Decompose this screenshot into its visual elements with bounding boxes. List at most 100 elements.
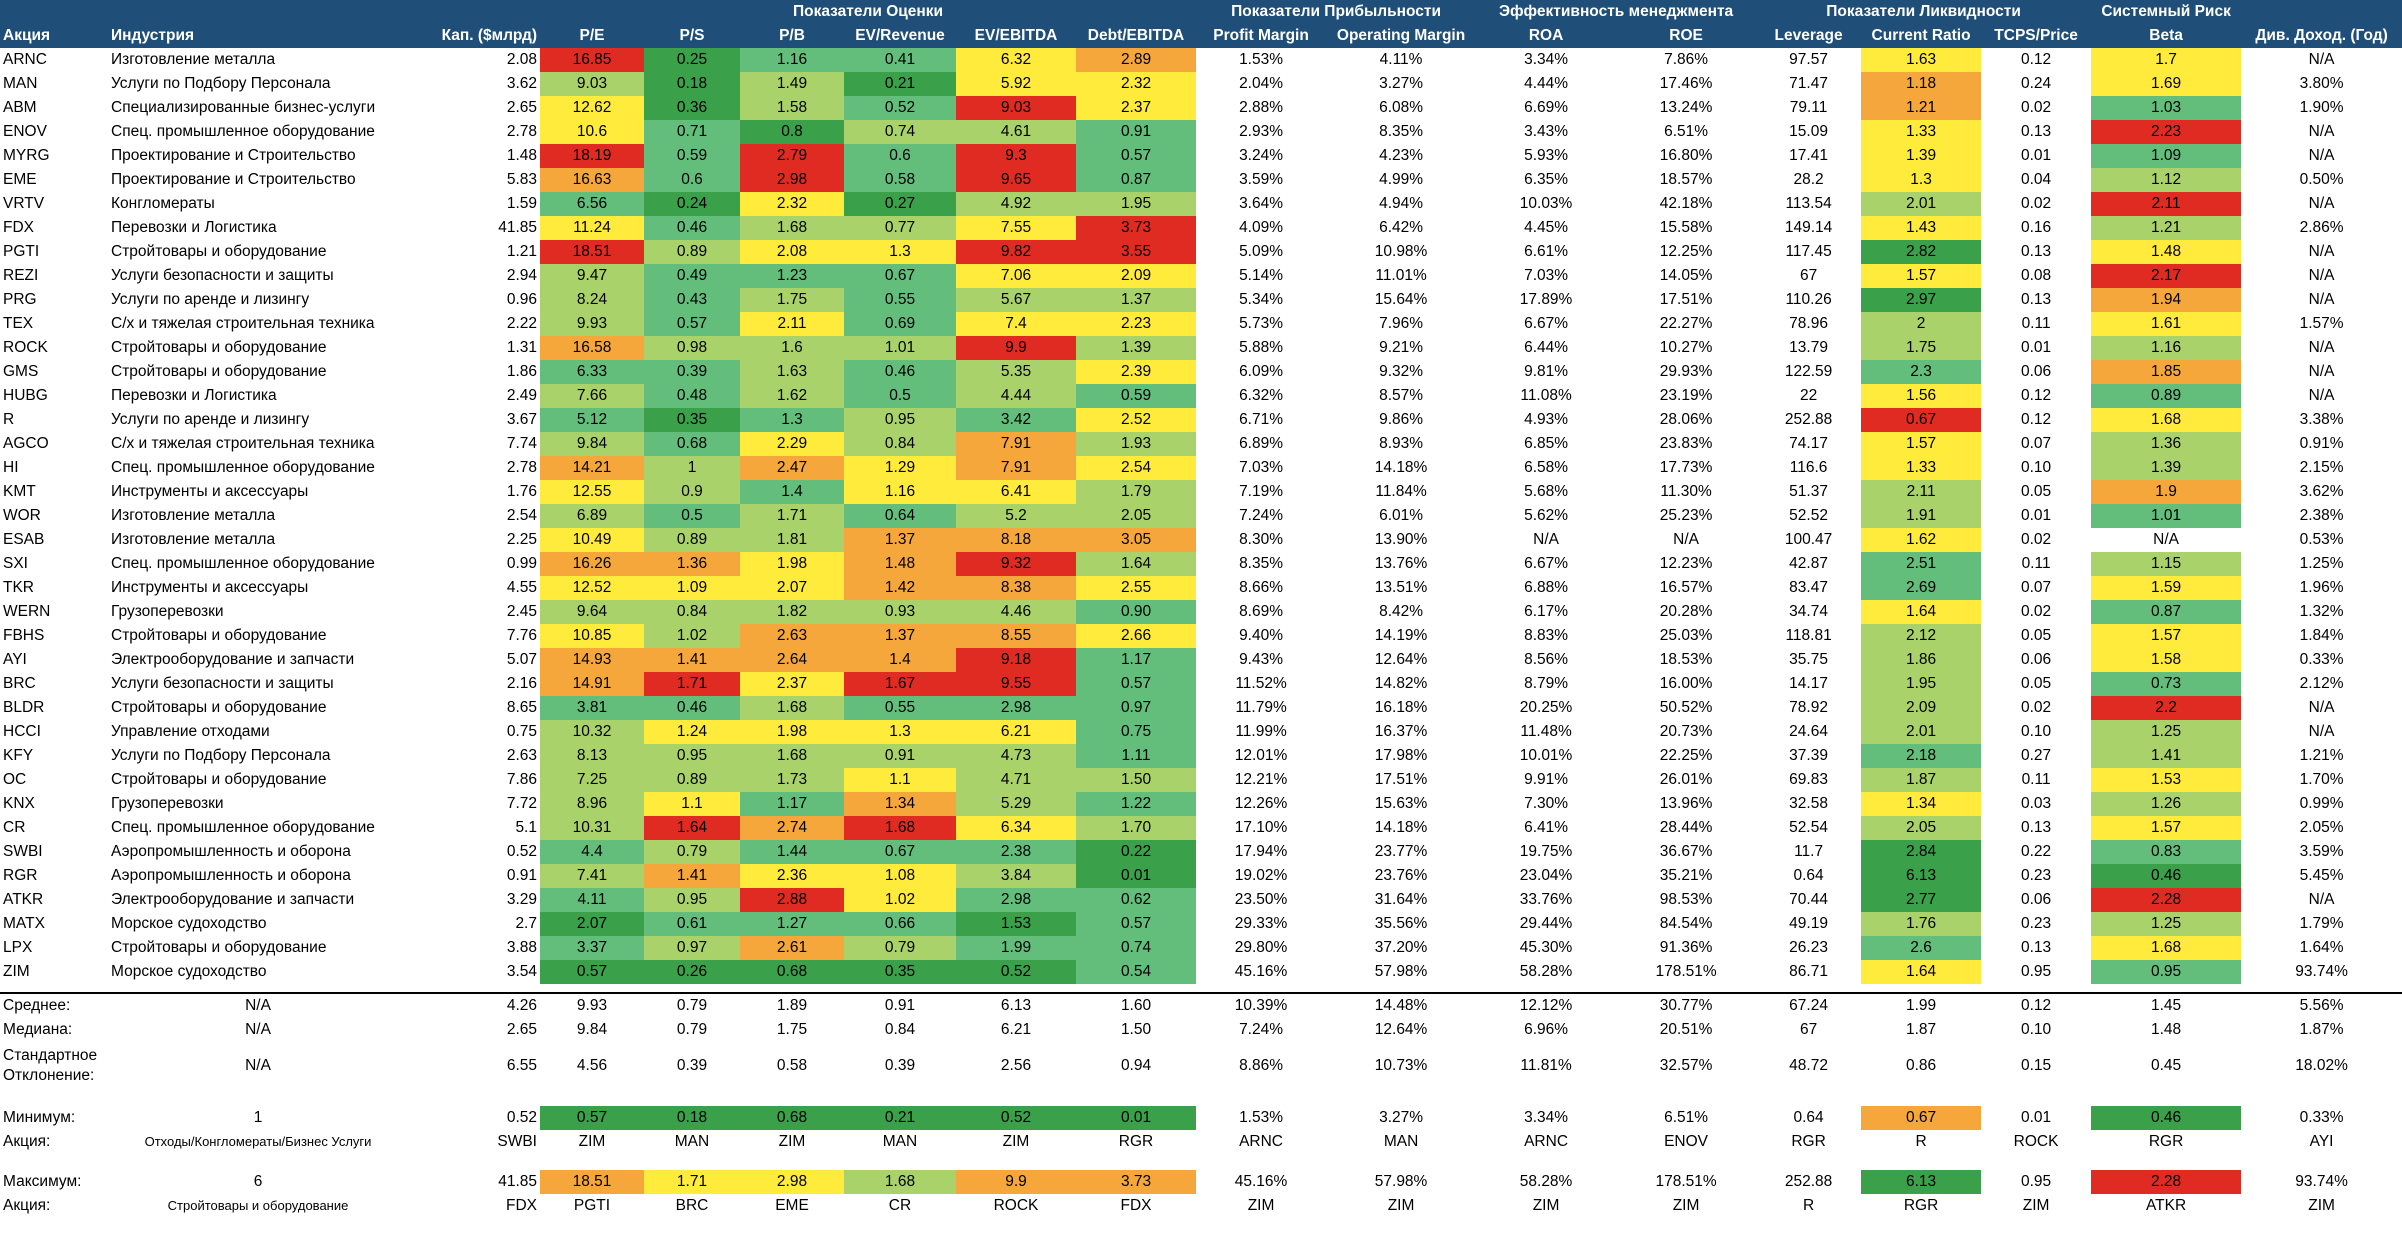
value-cell[interactable]: 100.47 bbox=[1784, 531, 1833, 548]
ticker-cell[interactable]: ABM bbox=[3, 99, 37, 116]
value-cell[interactable]: 1.41 bbox=[644, 648, 740, 672]
value-cell[interactable]: 0.13 bbox=[2020, 291, 2052, 308]
value-cell[interactable]: 0.75 bbox=[506, 723, 537, 740]
value-cell[interactable]: 1.17 bbox=[1076, 648, 1197, 672]
column-header[interactable]: Кап. ($млрд) bbox=[408, 24, 540, 48]
value-cell[interactable]: 1.02 bbox=[644, 624, 740, 648]
value-cell[interactable]: 118.81 bbox=[1785, 627, 1832, 644]
value-cell[interactable]: 3.29 bbox=[506, 891, 537, 908]
value-cell[interactable]: 9.3 bbox=[956, 144, 1076, 168]
value-cell[interactable]: 1.57 bbox=[1861, 264, 1982, 288]
value-cell[interactable]: 45.16% bbox=[1234, 963, 1288, 980]
value-cell[interactable]: 5.12 bbox=[540, 408, 644, 432]
value-cell[interactable]: 1.87 bbox=[1861, 768, 1982, 792]
ticker-value[interactable]: FDX bbox=[506, 1197, 537, 1214]
value-cell[interactable]: 5.92 bbox=[956, 72, 1076, 96]
stat-value[interactable]: 0.15 bbox=[2020, 1057, 2052, 1074]
value-cell[interactable]: 0.13 bbox=[2020, 243, 2052, 260]
value-cell[interactable]: 8.56% bbox=[1524, 651, 1569, 668]
stat-value[interactable]: 1.50 bbox=[1120, 1021, 1152, 1038]
value-cell[interactable]: 0.75 bbox=[1076, 720, 1197, 744]
value-cell[interactable]: 1.18 bbox=[1861, 72, 1982, 96]
ticker-value[interactable]: EME bbox=[775, 1197, 809, 1214]
column-header[interactable]: Debt/EBITDA bbox=[1076, 24, 1197, 48]
value-cell[interactable]: 2.11 bbox=[2091, 192, 2242, 216]
industry-cell[interactable]: Конгломераты bbox=[111, 195, 215, 212]
stat-value[interactable]: 6.13 bbox=[1861, 1170, 1982, 1194]
value-cell[interactable]: 79.11 bbox=[1789, 99, 1828, 116]
value-cell[interactable]: 8.55 bbox=[956, 624, 1076, 648]
value-cell[interactable]: 1 bbox=[644, 456, 740, 480]
stat-value[interactable]: 0.45 bbox=[2150, 1057, 2182, 1074]
value-cell[interactable]: 20.28% bbox=[1659, 603, 1713, 620]
value-cell[interactable]: 2.52 bbox=[1076, 408, 1197, 432]
value-cell[interactable]: 2.32 bbox=[1076, 72, 1197, 96]
stat-value[interactable]: 4.56 bbox=[576, 1057, 608, 1074]
value-cell[interactable]: 16.85 bbox=[540, 48, 644, 72]
value-cell[interactable]: 0.50% bbox=[2299, 171, 2344, 188]
value-cell[interactable]: 0.74 bbox=[1076, 936, 1197, 960]
stat-value[interactable]: 1.89 bbox=[776, 997, 808, 1014]
stat-value[interactable]: 0.01 bbox=[1076, 1106, 1197, 1130]
value-cell[interactable]: 1.37 bbox=[1076, 288, 1197, 312]
value-cell[interactable]: 0.5 bbox=[844, 384, 956, 408]
value-cell[interactable]: 15.09 bbox=[1789, 123, 1828, 140]
stat-value[interactable]: 0.68 bbox=[740, 1106, 844, 1130]
value-cell[interactable]: 2.64 bbox=[740, 648, 844, 672]
value-cell[interactable]: 0.27 bbox=[2020, 747, 2052, 764]
value-cell[interactable]: 2.66 bbox=[1076, 624, 1197, 648]
value-cell[interactable]: 31.64% bbox=[1374, 891, 1428, 908]
value-cell[interactable]: 2.38% bbox=[2299, 507, 2344, 524]
industry-cell[interactable]: Стройтовары и оборудование bbox=[111, 627, 327, 644]
value-cell[interactable]: 2.15% bbox=[2299, 459, 2344, 476]
ticker-cell[interactable]: WERN bbox=[3, 603, 51, 620]
value-cell[interactable]: 69.83 bbox=[1789, 771, 1828, 788]
ticker-value[interactable]: RGR bbox=[1791, 1133, 1826, 1150]
value-cell[interactable]: 17.51% bbox=[1374, 771, 1428, 788]
value-cell[interactable]: 0.36 bbox=[644, 96, 740, 120]
value-cell[interactable]: 1.93 bbox=[1076, 432, 1197, 456]
value-cell[interactable]: 74.17 bbox=[1789, 435, 1828, 452]
value-cell[interactable]: 10.85 bbox=[540, 624, 644, 648]
value-cell[interactable]: 0.96 bbox=[506, 291, 537, 308]
value-cell[interactable]: 12.21% bbox=[1234, 771, 1288, 788]
value-cell[interactable]: 2.98 bbox=[956, 888, 1076, 912]
ticker-value[interactable]: MAN bbox=[674, 1133, 710, 1150]
stat-value[interactable]: 67.24 bbox=[1789, 997, 1828, 1014]
industry-cell[interactable]: Аэропромышленность и оборона bbox=[111, 867, 351, 884]
value-cell[interactable]: 3.59% bbox=[1239, 171, 1284, 188]
value-cell[interactable]: 117.45 bbox=[1785, 243, 1832, 260]
value-cell[interactable]: 0.11 bbox=[2021, 771, 2051, 788]
value-cell[interactable]: 2.7 bbox=[515, 915, 537, 932]
value-cell[interactable]: 1.57 bbox=[2091, 624, 2242, 648]
ticker-value[interactable]: AYI bbox=[2309, 1133, 2334, 1150]
value-cell[interactable]: 0.67 bbox=[844, 264, 956, 288]
stat-value[interactable]: 10.39% bbox=[1234, 997, 1288, 1014]
value-cell[interactable]: 3.43% bbox=[1524, 123, 1569, 140]
value-cell[interactable]: 37.39 bbox=[1789, 747, 1828, 764]
ticker-cell[interactable]: FBHS bbox=[3, 627, 45, 644]
ticker-cell[interactable]: MATX bbox=[3, 915, 45, 932]
value-cell[interactable]: 10.49 bbox=[540, 528, 644, 552]
value-cell[interactable]: 18.53% bbox=[1659, 651, 1713, 668]
value-cell[interactable]: 32.58 bbox=[1789, 795, 1828, 812]
value-cell[interactable]: 2.63 bbox=[740, 624, 844, 648]
value-cell[interactable]: 1.73 bbox=[740, 768, 844, 792]
value-cell[interactable]: 2.29 bbox=[740, 432, 844, 456]
stat-value[interactable]: 7.24% bbox=[1239, 1021, 1284, 1038]
value-cell[interactable]: 4.44 bbox=[956, 384, 1076, 408]
ticker-cell[interactable]: OC bbox=[3, 771, 27, 788]
value-cell[interactable]: 1.08 bbox=[844, 864, 956, 888]
value-cell[interactable]: 0.57 bbox=[644, 312, 740, 336]
value-cell[interactable]: 9.18 bbox=[956, 648, 1076, 672]
ticker-cell[interactable]: WOR bbox=[3, 507, 41, 524]
value-cell[interactable]: 0.95 bbox=[644, 744, 740, 768]
value-cell[interactable]: 23.19% bbox=[1659, 387, 1713, 404]
value-cell[interactable]: 2.3 bbox=[1861, 360, 1982, 384]
stat-value[interactable]: 18.51 bbox=[540, 1170, 644, 1194]
value-cell[interactable]: 6.35% bbox=[1524, 171, 1569, 188]
value-cell[interactable]: 17.73% bbox=[1659, 459, 1713, 476]
value-cell[interactable]: 3.38% bbox=[2299, 411, 2344, 428]
value-cell[interactable]: 22.25% bbox=[1659, 747, 1713, 764]
value-cell[interactable]: 17.41 bbox=[1789, 147, 1828, 164]
